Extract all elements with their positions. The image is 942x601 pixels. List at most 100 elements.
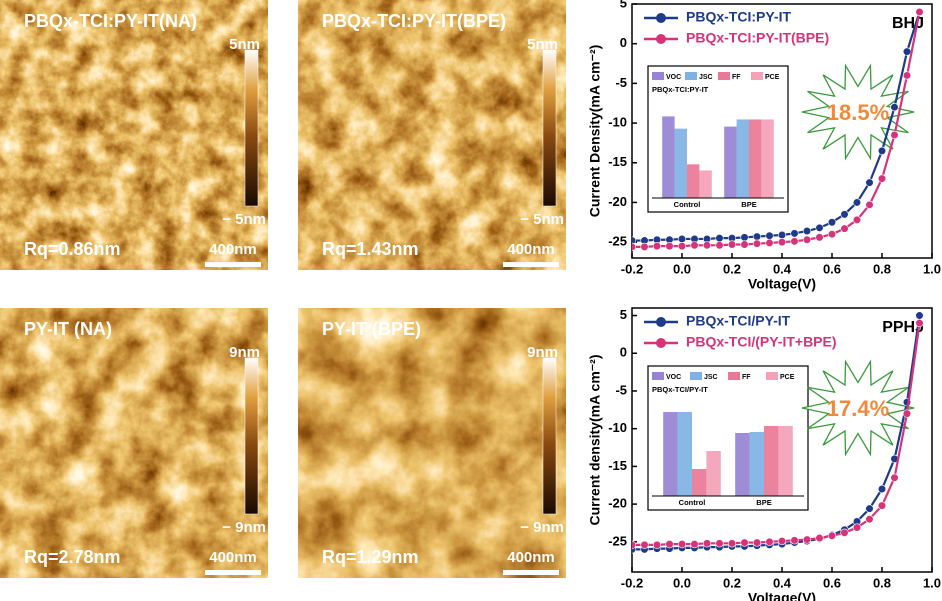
inset-bar: [677, 412, 692, 496]
jv-marker: [765, 238, 774, 248]
legend-label: VOC: [666, 74, 681, 81]
jv-marker: [715, 234, 724, 243]
jv-marker: [827, 230, 837, 239]
x-tick-label: 0.4: [773, 261, 792, 276]
x-axis-label: Voltage(V): [748, 276, 816, 292]
jv-marker: [877, 501, 887, 510]
color-bar-max: 9nm: [527, 344, 558, 361]
jv-marker: [677, 539, 687, 549]
inset-bar: [724, 126, 737, 198]
legend-swatch: [652, 372, 664, 380]
legend-label: PBQx-TCI:PY-IT(BPE): [686, 30, 829, 46]
jv-marker: [840, 224, 849, 233]
jv-marker: [815, 223, 824, 232]
legend-label: PCE: [780, 374, 795, 381]
scale-bar: [205, 570, 261, 575]
legend-label: FF: [732, 74, 741, 81]
inset-bar: [736, 119, 749, 198]
legend-marker: [656, 34, 666, 44]
pce-label: 18.5%: [827, 100, 889, 125]
legend-label: PCE: [765, 74, 780, 81]
inset-category: BPE: [756, 498, 771, 507]
jv-marker: [640, 242, 649, 251]
jv-marker: [777, 238, 787, 247]
scale-bar: [503, 262, 559, 267]
color-bar-min: − 5nm: [222, 211, 266, 228]
jv-marker: [715, 241, 724, 250]
jv-marker: [727, 539, 737, 548]
legend-label: JSC: [699, 74, 713, 81]
color-bar-max: 5nm: [527, 36, 558, 53]
legend-swatch: [718, 72, 730, 80]
inset-bar: [764, 426, 779, 496]
inset-bar: [778, 426, 793, 496]
jv-marker: [715, 539, 724, 548]
legend-label: VOC: [666, 374, 681, 381]
inset-category: Control: [679, 498, 706, 507]
jv-marker: [865, 200, 874, 209]
inset-bar: [699, 170, 712, 198]
jv-marker: [877, 146, 887, 155]
jv-marker: [915, 311, 924, 320]
jv-marker: [740, 538, 749, 547]
jv-marker: [640, 540, 649, 549]
roughness: Rq=1.43nm: [322, 239, 419, 259]
inset-bar: [735, 433, 750, 496]
jv-marker: [815, 533, 824, 543]
color-bar-max: 5nm: [229, 36, 260, 53]
panel-title: PBQx-TCI:PY-IT(BPE): [322, 11, 506, 31]
scale-bar-label: 400nm: [507, 549, 555, 566]
y-tick-label: -10: [608, 420, 627, 435]
y-tick-label: 5: [620, 0, 627, 10]
jv-marker: [902, 409, 912, 418]
afm-image: [0, 308, 268, 578]
jv-marker: [902, 71, 912, 80]
panel-title: PY-IT (NA): [24, 319, 112, 339]
roughness: Rq=2.78nm: [24, 547, 121, 567]
jv-marker: [752, 232, 762, 241]
jv-marker: [890, 473, 899, 482]
y-axis-label: Current Density(mA cm⁻²): [587, 45, 603, 218]
color-bar: [244, 49, 259, 207]
legend-label: PBQx-TCI:PY-IT: [686, 9, 791, 25]
jv-marker: [852, 523, 862, 532]
afm-image: [298, 0, 566, 270]
curves: [632, 311, 924, 554]
jv-marker: [740, 233, 749, 242]
legend-swatch: [751, 72, 763, 80]
jv-marker: [777, 230, 787, 240]
inset-bar: [663, 412, 678, 496]
x-axis-label: Voltage(V): [748, 590, 816, 601]
jv-marker: [677, 241, 687, 251]
jv-marker: [777, 536, 787, 546]
jv-marker: [890, 103, 899, 112]
jv-marker: [790, 536, 799, 545]
scale-bar-label: 400nm: [209, 241, 257, 258]
inset-bar: [761, 119, 774, 198]
x-tick-label: 0.2: [723, 575, 741, 590]
jv-marker: [802, 235, 812, 244]
jv-marker: [790, 237, 799, 246]
x-tick-label: 0.8: [873, 261, 891, 276]
color-bar: [244, 357, 259, 515]
jv-marker: [690, 539, 699, 549]
y-tick-label: 5: [620, 307, 627, 322]
legend-swatch: [766, 372, 778, 380]
star-burst: [801, 359, 915, 457]
legend-swatch: [690, 372, 702, 380]
color-bar-min: − 5nm: [520, 211, 564, 228]
jv-marker: [765, 231, 774, 240]
panel-title: PY-IT (BPE): [322, 319, 421, 339]
y-tick-label: -25: [608, 234, 627, 249]
jv-marker: [902, 47, 912, 56]
y-tick-label: -15: [608, 458, 627, 473]
legend-marker: [656, 317, 666, 327]
legend-label: PBQx-TCI/(PY-IT+BPE): [686, 334, 837, 350]
color-bar-min: − 9nm: [520, 519, 564, 536]
jv-marker: [915, 318, 924, 328]
jv-marker: [877, 174, 887, 183]
jv-marker: [702, 539, 712, 548]
x-tick-label: 0.0: [673, 261, 691, 276]
y-tick-label: -20: [608, 194, 627, 209]
jv-marker: [877, 484, 887, 494]
